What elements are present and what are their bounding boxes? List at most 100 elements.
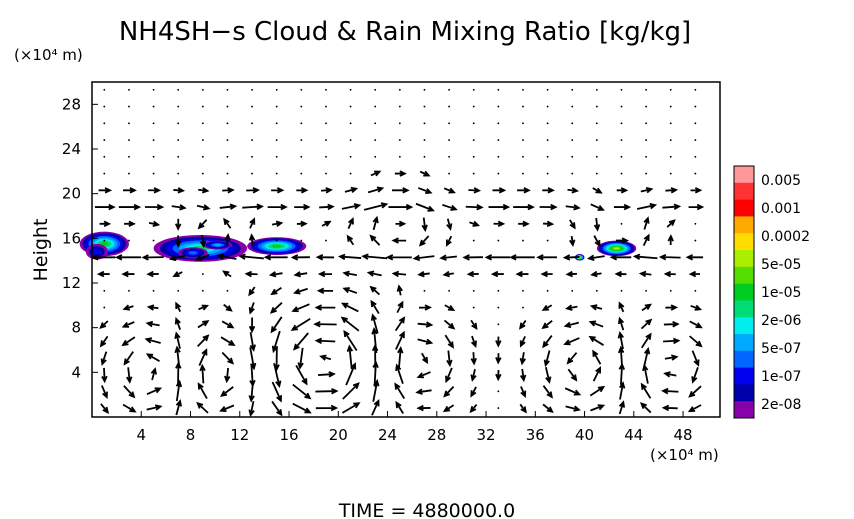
wind-vector [395, 220, 407, 228]
colorbar-label: 0.005 [761, 173, 801, 189]
wind-vector [197, 320, 210, 329]
colorbar-label: 2e-08 [761, 397, 801, 413]
grid-dot [374, 155, 377, 158]
grid-dot [349, 105, 352, 108]
wind-vector [565, 270, 577, 278]
wind-vector [688, 270, 701, 278]
wind-vector [513, 203, 535, 211]
wind-vector [663, 371, 677, 378]
y-tick-label: 4 [71, 363, 81, 381]
grid-dot [152, 172, 155, 175]
wind-vector [541, 304, 553, 311]
wind-vector [543, 220, 555, 228]
wind-vector [174, 317, 182, 330]
x-tick-label: 48 [674, 426, 693, 444]
wind-vector [219, 203, 238, 210]
grid-dot [201, 88, 204, 91]
x-tick-label: 12 [230, 426, 249, 444]
wind-vector [689, 335, 703, 348]
wind-vector [446, 350, 453, 368]
wind-vector [470, 386, 477, 398]
wind-vector [536, 254, 557, 261]
wind-vector [340, 302, 359, 313]
grid-dot [275, 172, 278, 175]
wind-vector [397, 345, 404, 368]
wind-vector [416, 371, 431, 379]
grid-dot [694, 222, 697, 225]
wind-vector [99, 320, 109, 330]
wind-vector [609, 254, 632, 261]
grid-dot [620, 122, 623, 125]
grid-dot [152, 239, 155, 242]
wind-vector [144, 337, 161, 344]
wind-vector [114, 254, 141, 261]
wind-vector [316, 287, 334, 295]
wind-vector [615, 237, 630, 244]
wind-vector [396, 300, 404, 314]
wind-vector [199, 234, 207, 249]
colorbar-swatch [734, 233, 754, 251]
grid-dot [497, 239, 500, 242]
grid-dot [251, 139, 253, 141]
wind-vector [442, 270, 454, 278]
grid-dot [177, 88, 180, 91]
wind-vector [396, 284, 403, 296]
wind-vector [318, 371, 336, 378]
colorbar-swatch [734, 334, 754, 352]
y-unit-label: (×10⁴ m) [14, 46, 83, 64]
grid-dot [472, 105, 475, 108]
wind-vector [99, 335, 109, 348]
grid-dot [300, 239, 303, 242]
wind-vector [542, 403, 554, 414]
grid-dot [497, 122, 500, 125]
wind-vector [642, 363, 649, 384]
grid-dot [103, 306, 106, 309]
wind-vector [343, 329, 358, 352]
grid-dot [571, 88, 574, 91]
wind-vector [293, 332, 309, 351]
wind-vector [519, 403, 527, 414]
grid-dot [694, 155, 697, 158]
wind-vector [468, 187, 482, 194]
wind-vector [636, 202, 658, 210]
grid-dot [423, 122, 426, 125]
y-tick-label: 8 [71, 319, 81, 337]
wind-vector [632, 253, 658, 260]
wind-vector [592, 349, 602, 365]
wind-vector [488, 203, 511, 211]
wind-vector [541, 320, 553, 330]
grid-dot [226, 88, 229, 91]
grid-dot [398, 88, 401, 91]
grid-dot [472, 239, 475, 242]
wind-vector [290, 318, 311, 331]
wind-vector [337, 253, 362, 261]
grid-dot [128, 139, 130, 141]
grid-dot [571, 139, 574, 141]
wind-vector [293, 271, 308, 278]
wind-vector [565, 405, 581, 412]
grid-dot [669, 139, 672, 141]
grid-dot [152, 139, 155, 141]
wind-vector [385, 254, 412, 261]
grid-dot [325, 88, 327, 91]
wind-vector [216, 253, 237, 260]
grid-dot [275, 139, 278, 141]
wind-vector [319, 203, 335, 211]
wind-vector [469, 404, 478, 414]
wind-vector [517, 187, 531, 194]
wind-vector [175, 301, 182, 312]
wind-vector [249, 347, 257, 371]
grid-dot [497, 172, 500, 175]
grid-dot [546, 122, 549, 125]
colorbar-label: 0.0002 [761, 229, 810, 245]
wind-vector [618, 301, 625, 313]
wind-vector [320, 187, 333, 194]
wind-vector [493, 220, 506, 228]
wind-vector [690, 187, 703, 194]
grid-dot [325, 105, 327, 108]
grid-dot [300, 139, 303, 141]
grid-dot [595, 139, 598, 141]
wind-vector [175, 399, 182, 416]
grid-dot [645, 105, 648, 108]
wind-vector [198, 348, 208, 366]
